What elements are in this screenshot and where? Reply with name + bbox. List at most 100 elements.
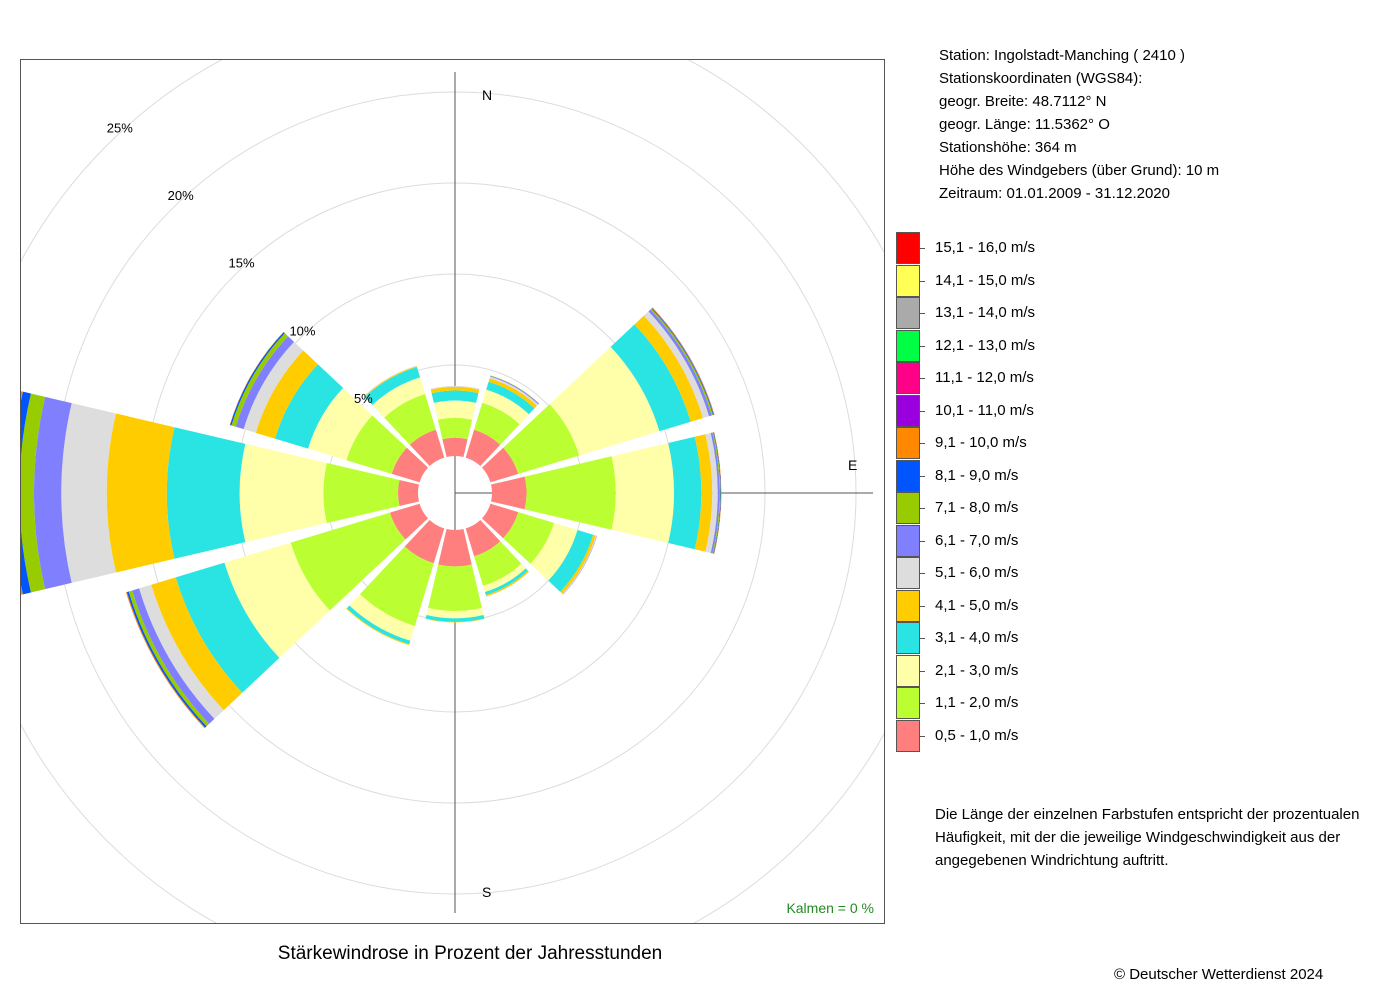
rose-segment	[235, 336, 295, 430]
rose-segment	[713, 432, 722, 554]
legend-label: 8,1 - 9,0 m/s	[935, 466, 1019, 484]
station-info-line: Stationskoordinaten (WGS84):	[939, 70, 1143, 87]
rose-segment	[428, 564, 482, 611]
rose-segment	[482, 389, 529, 425]
legend-swatch	[896, 329, 920, 362]
legend-swatch	[896, 362, 920, 394]
compass-label-south: S	[482, 884, 491, 900]
rose-segment	[364, 366, 421, 405]
legend-label: 11,1 - 12,0 m/s	[935, 369, 1034, 386]
legend-tick	[920, 443, 925, 444]
rose-segment	[384, 393, 436, 445]
rose-segment	[710, 432, 720, 554]
legend-item: 14,1 - 15,0 m/s	[896, 264, 1096, 298]
legend-item: 3,1 - 4,0 m/s	[896, 622, 1096, 655]
legend-swatch	[896, 427, 920, 459]
legend-item: 8,1 - 9,0 m/s	[896, 459, 1096, 493]
compass-label-east: E	[848, 457, 857, 473]
station-info-line: Zeitraum: 01.01.2009 - 31.12.2020	[939, 185, 1170, 202]
rose-segment	[437, 417, 473, 440]
legend-tick	[920, 638, 925, 639]
rose-segment	[33, 396, 72, 590]
legend-label: 9,1 - 10,0 m/s	[935, 434, 1027, 451]
station-info-line: geogr. Länge: 11.5362° O	[939, 116, 1110, 133]
rose-segment	[425, 614, 485, 622]
station-info-line: Stationshöhe: 364 m	[939, 139, 1077, 156]
rose-segment	[442, 437, 468, 457]
rose-segment	[391, 447, 429, 483]
rose-segment	[166, 427, 246, 559]
legend-item: 1,1 - 2,0 m/s	[896, 687, 1096, 720]
rose-segment	[486, 381, 535, 415]
calm-label: Kalmen = 0 %	[786, 900, 874, 916]
legend-swatch	[896, 589, 920, 622]
rose-segment	[438, 529, 472, 567]
legend-label: 13,1 - 14,0 m/s	[935, 304, 1036, 321]
rose-segment	[397, 479, 419, 507]
rose-segment	[425, 618, 485, 623]
rose-segment	[560, 534, 596, 594]
rose-segment	[485, 570, 529, 597]
wind-rose-plot-area: 5% 10% 15% 20% 25% N E S Kalmen = 0 %	[20, 59, 885, 924]
ring-label: 20%	[168, 188, 194, 203]
rose-segment	[611, 442, 674, 544]
station-info-line: geogr. Breite: 48.7112° N	[939, 93, 1107, 110]
rose-segment	[349, 594, 415, 641]
legend-tick	[920, 378, 925, 379]
legend-swatch	[896, 459, 920, 492]
legend-item: 13,1 - 14,0 m/s	[896, 297, 1096, 330]
rose-segment	[431, 390, 479, 403]
chart-caption: Stärkewindrose in Prozent der Jahresstun…	[277, 943, 663, 964]
legend-tick	[920, 475, 925, 477]
legend-label: 15,1 - 16,0 m/s	[935, 239, 1036, 256]
rose-segment	[668, 436, 702, 550]
station-info-line: Höhe des Windgebers (über Grund): 10 m	[939, 162, 1220, 179]
legend-item: 9,1 - 10,0 m/s	[896, 427, 1096, 460]
rose-segment	[409, 429, 445, 467]
rose-segment	[548, 529, 594, 592]
ring-label: 10%	[289, 323, 315, 338]
legend-tick	[920, 670, 925, 672]
legend-swatch	[896, 264, 920, 297]
rose-segment	[274, 364, 344, 449]
legend-swatch	[896, 654, 920, 687]
rose-segment	[21, 391, 31, 595]
rose-segment	[139, 584, 224, 719]
legend-item: 11,1 - 12,0 m/s	[896, 362, 1096, 395]
legend-label: 7,1 - 8,0 m/s	[935, 499, 1019, 516]
copyright-notice: © Deutscher Wetterdienst 2024	[1114, 966, 1324, 983]
rose-segment	[643, 311, 710, 419]
rose-segment	[474, 402, 520, 445]
rose-segment	[372, 377, 426, 418]
rose-segment	[132, 588, 215, 724]
legend-label: 14,1 - 15,0 m/s	[935, 271, 1036, 289]
rose-segment	[433, 400, 477, 420]
legend-tick	[920, 540, 925, 542]
ring-label: 15%	[229, 256, 255, 271]
rose-segment	[465, 519, 501, 557]
legend-swatch	[896, 232, 920, 264]
legend-item: 5,1 - 6,0 m/s	[896, 557, 1096, 590]
rose-segment	[426, 607, 484, 619]
ring-label: 25%	[107, 120, 133, 135]
legend-tick	[920, 573, 925, 574]
rose-segment	[175, 562, 280, 693]
legend-tick	[920, 605, 925, 607]
ring-label: 5%	[354, 391, 373, 406]
rose-segment	[610, 324, 691, 432]
compass-label-north: N	[482, 87, 492, 103]
rose-segment	[483, 563, 526, 593]
rose-segment	[524, 456, 616, 530]
rose-segment	[503, 512, 555, 564]
rose-segment	[290, 512, 406, 611]
legend-item: 7,1 - 8,0 m/s	[896, 492, 1096, 525]
legend-tick	[920, 345, 925, 347]
rose-segment	[231, 333, 289, 427]
legend-swatch	[896, 719, 920, 752]
rose-segment	[404, 519, 445, 564]
rose-segment	[61, 403, 116, 583]
legend-label: 3,1 - 4,0 m/s	[935, 629, 1019, 646]
rose-segment	[346, 605, 411, 645]
legend-tick	[920, 248, 925, 249]
rose-segment	[21, 393, 46, 593]
